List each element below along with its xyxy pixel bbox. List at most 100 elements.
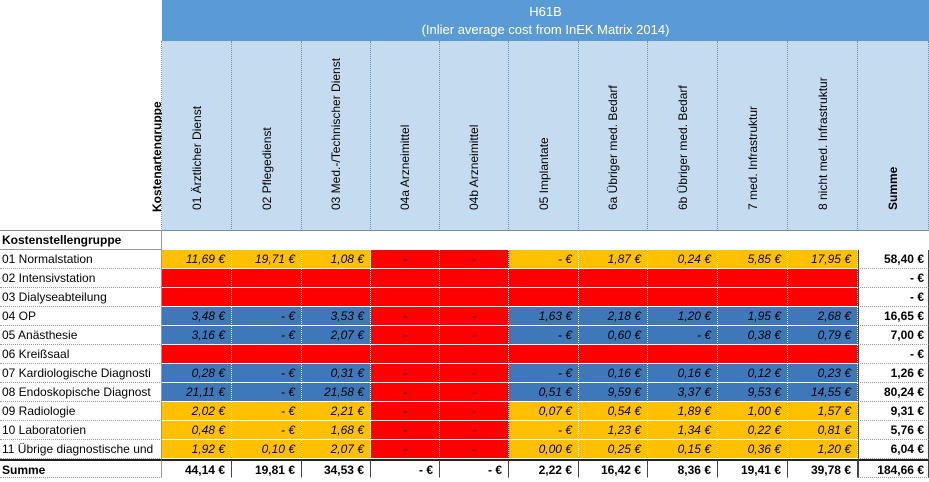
data-cell [232, 345, 302, 364]
data-cell: - [440, 421, 509, 440]
data-cell: - € [232, 402, 302, 421]
data-cell: 1,89 € [648, 402, 718, 421]
data-cell: - [440, 402, 509, 421]
data-cell [718, 345, 788, 364]
data-cell [371, 345, 440, 364]
data-cell [718, 269, 788, 288]
row-sum-cell: 9,31 € [858, 402, 929, 421]
column-header: 7 med. Infrastruktur [718, 41, 788, 231]
data-cell: 0,00 € [509, 440, 579, 459]
data-cell: - [440, 250, 509, 269]
data-cell: - [371, 440, 440, 459]
data-cell: 0,79 € [788, 326, 858, 345]
data-cell: 21,58 € [302, 383, 371, 402]
data-cell: 2,02 € [162, 402, 232, 421]
data-cell: 1,00 € [718, 402, 788, 421]
data-cell: - € [509, 364, 579, 383]
row-label: 04 OP [0, 307, 162, 326]
data-cell [302, 269, 371, 288]
data-cell [440, 345, 509, 364]
row-label: 09 Radiologie [0, 402, 162, 421]
total-cell: 2,22 € [509, 459, 579, 478]
data-cell: 1,63 € [509, 307, 579, 326]
data-cell [648, 269, 718, 288]
data-cell [648, 345, 718, 364]
row-label: 05 Anästhesie [0, 326, 162, 345]
column-header: 6a Übriger med. Bedarf [579, 41, 648, 231]
data-cell [718, 288, 788, 307]
total-cell: 44,14 € [162, 459, 232, 478]
total-cell: 8,36 € [648, 459, 718, 478]
data-cell [579, 345, 648, 364]
data-cell: 0,16 € [648, 364, 718, 383]
data-cell: 2,18 € [579, 307, 648, 326]
column-header: 01 Ärztlicher Dienst [162, 41, 232, 231]
data-cell: - € [232, 421, 302, 440]
table-title: H61B [529, 4, 562, 19]
data-cell: 3,48 € [162, 307, 232, 326]
data-cell: 0,10 € [232, 440, 302, 459]
data-cell: 2,68 € [788, 307, 858, 326]
data-cell: 5,85 € [718, 250, 788, 269]
data-cell: - [371, 326, 440, 345]
data-cell [788, 288, 858, 307]
data-cell: 0,23 € [788, 364, 858, 383]
data-cell: - € [232, 364, 302, 383]
data-cell: 2,21 € [302, 402, 371, 421]
data-cell: 1,92 € [162, 440, 232, 459]
grand-total-cell: 184,66 € [858, 459, 929, 478]
data-cell: 1,95 € [718, 307, 788, 326]
row-label: 03 Dialyseabteilung [0, 288, 162, 307]
data-cell: 14,55 € [788, 383, 858, 402]
table-subtitle: (Inlier average cost from InEK Matrix 20… [421, 22, 670, 37]
data-cell: 0,51 € [509, 383, 579, 402]
total-row-label: Summe [0, 459, 162, 478]
data-cell [232, 269, 302, 288]
data-cell: - [440, 364, 509, 383]
data-cell: - [371, 383, 440, 402]
data-cell: 0,48 € [162, 421, 232, 440]
row-sum-cell: - € [858, 288, 929, 307]
row-sum-cell: 80,24 € [858, 383, 929, 402]
data-cell: 1,08 € [302, 250, 371, 269]
data-cell: - [371, 307, 440, 326]
data-cell: - [371, 250, 440, 269]
column-header: 6b Übriger med. Bedarf [648, 41, 718, 231]
data-cell [440, 288, 509, 307]
data-cell: 0,31 € [302, 364, 371, 383]
data-cell [232, 288, 302, 307]
data-cell: - € [232, 383, 302, 402]
data-cell: 0,36 € [718, 440, 788, 459]
row-label: 02 Intensivstation [0, 269, 162, 288]
data-cell [162, 269, 232, 288]
data-cell: 2,07 € [302, 440, 371, 459]
row-sum-cell: - € [858, 269, 929, 288]
data-cell: 0,22 € [718, 421, 788, 440]
table-title-banner: H61B (Inlier average cost from InEK Matr… [162, 0, 929, 41]
column-header-label: 05 Implantate [536, 137, 551, 210]
column-header: Summe [858, 41, 929, 231]
column-header: 05 Implantate [509, 41, 579, 231]
row-sum-cell: 7,00 € [858, 326, 929, 345]
row-sum-cell: - € [858, 345, 929, 364]
data-cell [371, 269, 440, 288]
data-cell [440, 269, 509, 288]
data-cell: 3,53 € [302, 307, 371, 326]
column-header-label: 01 Ärztlicher Dienst [189, 105, 204, 210]
data-cell [371, 288, 440, 307]
column-header: 04b Arzneimittel [440, 41, 509, 231]
column-header-label: 04a Arzneimittel [398, 124, 412, 210]
row-label: 10 Laboratorien [0, 421, 162, 440]
data-cell: 1,57 € [788, 402, 858, 421]
data-cell: 11,69 € [162, 250, 232, 269]
column-header: 02 Pflegedienst [232, 41, 302, 231]
data-cell [302, 345, 371, 364]
column-header: 04a Arzneimittel [371, 41, 440, 231]
total-cell: 16,42 € [579, 459, 648, 478]
data-cell: - € [509, 250, 579, 269]
row-label: 08 Endoskopische Diagnost [0, 383, 162, 402]
data-cell: 1,20 € [788, 440, 858, 459]
data-cell: - [440, 326, 509, 345]
data-cell: 0,38 € [718, 326, 788, 345]
row-sum-cell: 58,40 € [858, 250, 929, 269]
